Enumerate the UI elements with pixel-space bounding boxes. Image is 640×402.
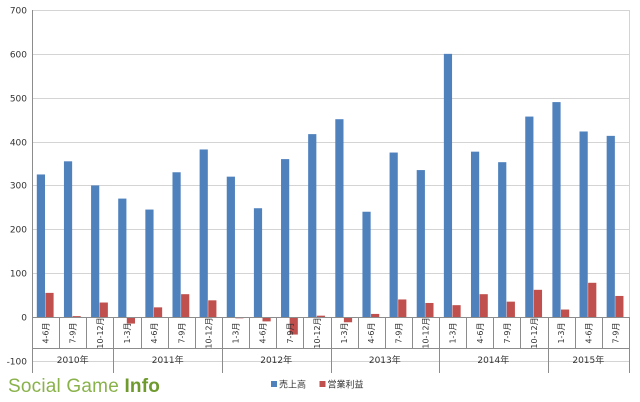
bar-sales xyxy=(443,53,453,318)
bar-operating-profit xyxy=(45,292,54,317)
watermark-text: Social Game xyxy=(8,376,125,397)
bar-operating-profit xyxy=(72,316,81,317)
x-category-label: 4-6月 xyxy=(259,322,268,343)
bar-sales xyxy=(498,162,507,317)
x-category-label: 7-9月 xyxy=(611,322,620,343)
legend-swatch-operating-profit xyxy=(319,381,326,387)
x-category-label: 1-3月 xyxy=(449,322,458,343)
x-category-label: 10-12月 xyxy=(96,317,105,348)
x-category-label: 4-6月 xyxy=(584,322,593,343)
x-year-label: 2014年 xyxy=(477,354,509,366)
bar-sales xyxy=(172,172,181,317)
bar-operating-profit xyxy=(533,289,543,317)
x-category-label: 7-9月 xyxy=(177,322,186,343)
x-category-label: 7-9月 xyxy=(69,322,78,343)
y-tick-label: 300 xyxy=(10,182,27,192)
legend-label-sales: 売上高 xyxy=(279,379,306,391)
bar-sales xyxy=(416,170,425,317)
x-category-label: 4-6月 xyxy=(367,322,376,343)
y-tick-label: 0 xyxy=(21,314,27,324)
bar-sales xyxy=(308,134,317,317)
x-category-label: 4-6月 xyxy=(42,322,51,343)
bar-sales xyxy=(199,149,208,317)
y-tick-label: 400 xyxy=(10,139,27,149)
x-category-label: 1-3月 xyxy=(340,322,349,343)
bar-sales xyxy=(253,208,263,317)
x-category-label: 10-12月 xyxy=(204,317,213,348)
x-category-label: 7-9月 xyxy=(286,322,295,343)
bar-operating-profit xyxy=(560,309,570,317)
watermark-logo: Social Game Info xyxy=(8,376,160,398)
bar-sales xyxy=(606,135,615,317)
bar-sales xyxy=(335,119,344,317)
bar-operating-profit xyxy=(506,301,515,317)
bar-sales xyxy=(63,161,73,317)
bar-operating-profit xyxy=(289,317,298,335)
bar-operating-profit xyxy=(588,282,597,317)
x-category-label: 1-3月 xyxy=(557,322,566,343)
legend-label-operating-profit: 営業利益 xyxy=(328,379,364,391)
x-category-label: 4-6月 xyxy=(476,322,485,343)
x-year-label: 2015年 xyxy=(572,354,604,366)
x-year-label: 2010年 xyxy=(57,354,89,366)
bar-operating-profit xyxy=(343,317,353,323)
y-tick-label: 200 xyxy=(10,226,27,236)
bar-operating-profit xyxy=(615,295,624,317)
bar-sales xyxy=(362,211,371,317)
bar-sales xyxy=(118,198,127,317)
bar-sales xyxy=(145,209,154,317)
x-category-label: 7-9月 xyxy=(394,322,403,343)
bar-operating-profit xyxy=(371,313,380,317)
bar-operating-profit xyxy=(99,302,108,317)
bar-operating-profit xyxy=(316,315,325,317)
y-tick-label: -100 xyxy=(7,358,28,368)
bar-operating-profit xyxy=(479,294,488,317)
bar-operating-profit xyxy=(153,307,163,317)
x-category-label: 10-12月 xyxy=(422,317,431,348)
y-tick-label: 700 xyxy=(10,7,27,17)
watermark-text-bold: Info xyxy=(124,376,161,397)
axes xyxy=(32,10,630,373)
legend-swatch-sales xyxy=(271,381,277,387)
y-tick-label: 100 xyxy=(10,270,27,280)
y-tick-labels: -100 0 100 200 300 400 500 600 700 xyxy=(7,7,28,368)
bar-operating-profit xyxy=(398,299,407,317)
bar-sales xyxy=(281,159,290,317)
x-category-label: 1-3月 xyxy=(232,322,241,343)
x-category-label: 7-9月 xyxy=(503,322,512,343)
bar-operating-profit xyxy=(126,317,136,324)
legend: 売上高 営業利益 xyxy=(271,379,364,391)
gridlines xyxy=(32,10,630,362)
bar-sales xyxy=(579,131,588,317)
x-category-label: 1-3月 xyxy=(123,322,132,343)
bar-sales xyxy=(552,102,561,317)
bar-operating-profit xyxy=(452,305,461,317)
bar-sales xyxy=(389,152,398,317)
x-year-label: 2012年 xyxy=(260,354,292,366)
bar-sales xyxy=(470,151,480,317)
x-category-label: 4-6月 xyxy=(150,322,159,343)
bar-sales xyxy=(91,185,100,317)
bar-sales xyxy=(36,174,45,317)
x-year-labels: 2010年 2011年 2012年 2013年 2014年 2015年 xyxy=(57,354,605,366)
x-category-label: 10-12月 xyxy=(530,317,539,348)
x-category-label: 10-12月 xyxy=(313,317,322,348)
x-category-labels: 4-6月 7-9月 10-12月 1-3月 4-6月 7-9月 10-12月 1-3月 4-6月… xyxy=(42,317,621,348)
bar-sales xyxy=(525,116,534,317)
bar-operating-profit xyxy=(208,300,217,317)
bars xyxy=(36,53,624,335)
bar-operating-profit xyxy=(181,294,190,317)
bar-operating-profit xyxy=(425,302,434,317)
y-tick-label: 500 xyxy=(10,95,27,105)
bar-operating-profit xyxy=(262,317,271,322)
x-year-label: 2013年 xyxy=(369,354,401,366)
y-tick-label: 600 xyxy=(10,51,27,61)
x-year-label: 2011年 xyxy=(152,354,184,366)
bar-sales xyxy=(226,176,235,317)
